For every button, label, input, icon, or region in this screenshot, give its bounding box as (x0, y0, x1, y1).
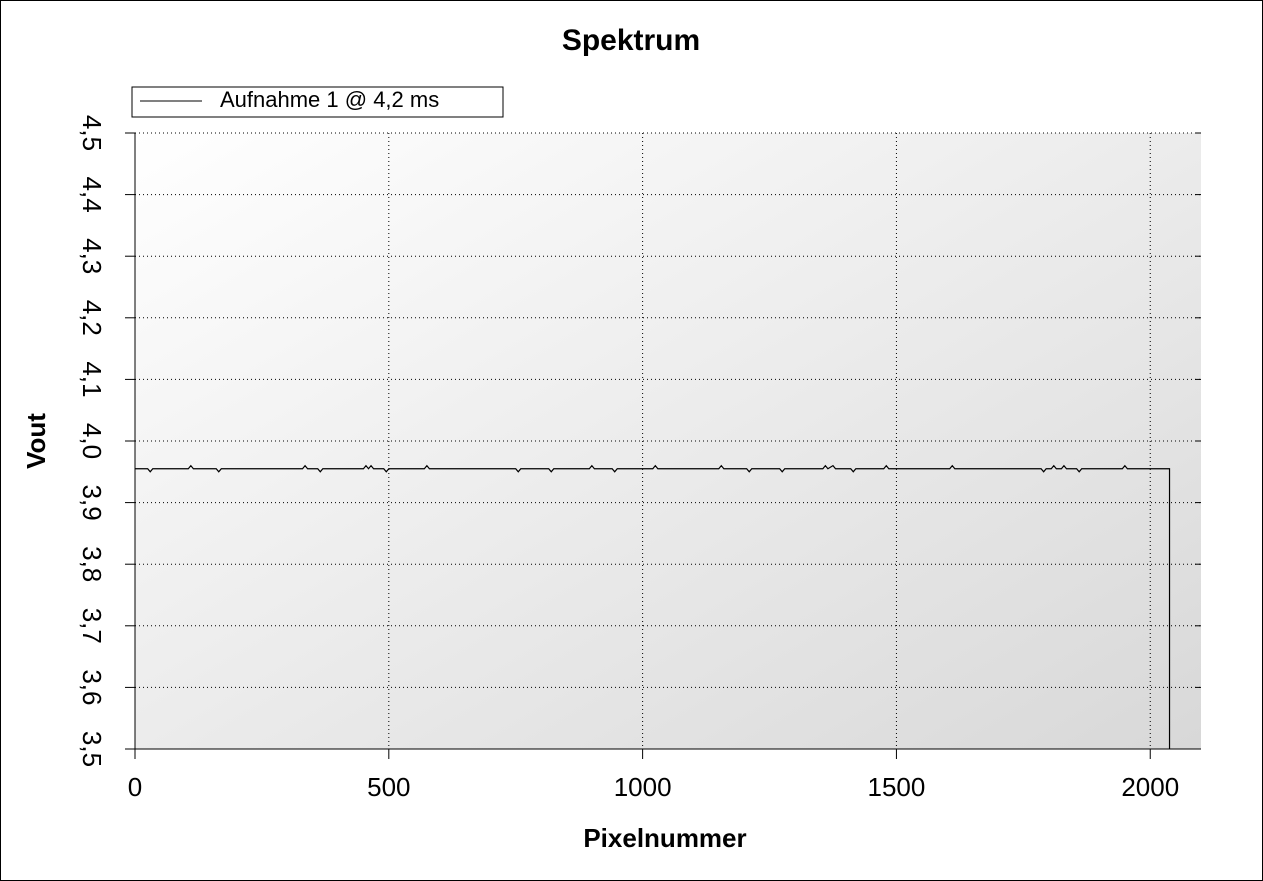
x-tick-label: 1000 (614, 772, 672, 802)
x-axis-label: Pixelnummer (583, 823, 746, 853)
y-tick-label: 4,3 (77, 238, 107, 274)
x-tick-label: 0 (128, 772, 142, 802)
y-axis-label: Vout (21, 413, 51, 469)
y-tick-label: 4,5 (77, 115, 107, 151)
y-tick-label: 3,6 (77, 669, 107, 705)
y-tick-label: 4,4 (77, 177, 107, 213)
y-tick-label: 4,2 (77, 300, 107, 336)
y-tick-label: 4,0 (77, 423, 107, 459)
chart-title: Spektrum (562, 24, 700, 57)
y-tick-label: 3,9 (77, 485, 107, 521)
y-tick-label: 3,7 (77, 608, 107, 644)
legend-box (131, 86, 504, 118)
y-tick-label: 4,1 (77, 361, 107, 397)
y-tick-label: 3,8 (77, 546, 107, 582)
data-line (135, 464, 1171, 749)
y-tick-label: 3,5 (77, 731, 107, 767)
x-tick-label: 2000 (1121, 772, 1179, 802)
x-tick-label: 1500 (868, 772, 926, 802)
legend-label: Aufnahme 1 @ 4,2 ms (220, 87, 439, 112)
x-tick-label: 500 (367, 772, 410, 802)
